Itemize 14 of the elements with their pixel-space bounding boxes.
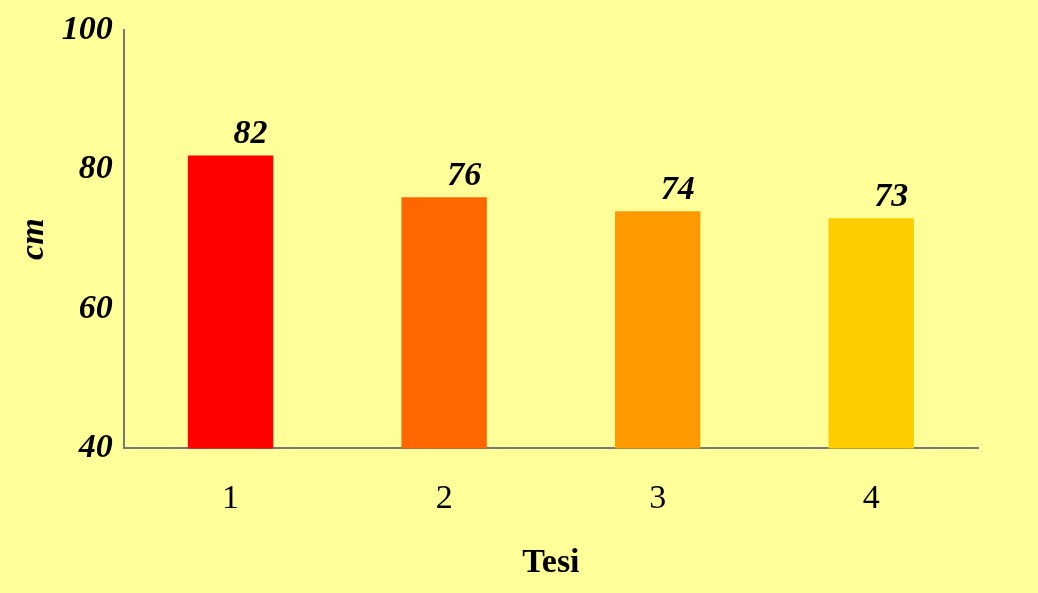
x-axis-title: Tesi bbox=[522, 542, 580, 580]
y-tick-label: 80 bbox=[78, 148, 113, 186]
data-label: 74 bbox=[660, 169, 695, 207]
x-tick-label: 4 bbox=[862, 477, 880, 515]
data-label: 73 bbox=[874, 176, 909, 214]
data-label: 76 bbox=[447, 155, 482, 193]
y-axis-title: cm bbox=[13, 218, 51, 260]
data-label: 82 bbox=[233, 113, 268, 151]
y-tick-label: 100 bbox=[61, 8, 113, 46]
x-tick-label: 2 bbox=[435, 477, 453, 515]
y-tick-label: 40 bbox=[77, 427, 113, 465]
y-tick-label: 60 bbox=[78, 287, 113, 325]
x-tick-label: 1 bbox=[222, 477, 240, 515]
x-tick-label: 3 bbox=[649, 477, 667, 515]
